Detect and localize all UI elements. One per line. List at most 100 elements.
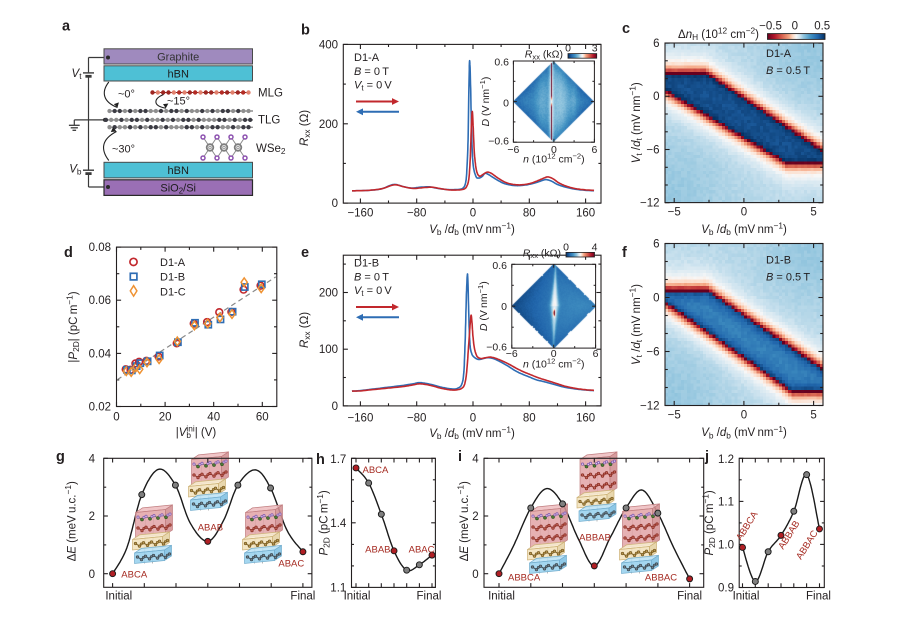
svg-text:|Vbini| (V): |Vbini| (V) <box>176 424 217 441</box>
svg-text:0: 0 <box>501 301 507 313</box>
svg-text:60: 60 <box>256 411 269 423</box>
svg-text:4: 4 <box>472 454 479 466</box>
svg-text:Rxx (Ω): Rxx (Ω) <box>299 312 312 348</box>
svg-text:B = 0 T: B = 0 T <box>354 66 389 78</box>
svg-text:2: 2 <box>472 511 478 523</box>
svg-text:h: h <box>316 452 325 468</box>
svg-text:0: 0 <box>332 401 338 413</box>
svg-text:Final: Final <box>806 591 831 603</box>
svg-text:1.0: 1.0 <box>718 540 734 552</box>
svg-text:6: 6 <box>653 38 659 50</box>
svg-text:P2D (pC m−1): P2D (pC m−1) <box>315 490 332 555</box>
svg-text:ABBAC: ABBAC <box>794 528 820 561</box>
svg-text:−0.5: −0.5 <box>759 21 782 33</box>
svg-text:d: d <box>64 245 73 261</box>
svg-text:6: 6 <box>591 144 597 156</box>
svg-text:P2D (pC m−1): P2D (pC m−1) <box>701 490 718 555</box>
svg-text:0: 0 <box>563 241 569 253</box>
svg-text:ABAC: ABAC <box>409 545 435 556</box>
svg-text:0: 0 <box>503 97 509 109</box>
svg-text:Vt = 0 V: Vt = 0 V <box>354 80 392 93</box>
svg-text:Final: Final <box>417 591 442 603</box>
svg-text:ΔE (meV u.c.−1): ΔE (meV u.c.−1) <box>456 481 471 561</box>
svg-text:D1-A: D1-A <box>160 257 186 269</box>
svg-text:−5: −5 <box>668 207 681 219</box>
svg-text:Final: Final <box>677 591 702 603</box>
svg-text:D1-A: D1-A <box>354 52 380 64</box>
svg-text:ABAB: ABAB <box>198 523 223 534</box>
svg-text:−0.6: −0.6 <box>486 342 507 354</box>
svg-text:0.5: 0.5 <box>814 21 830 33</box>
svg-text:D1-B: D1-B <box>766 255 791 267</box>
svg-text:Vb /db (mV nm−1): Vb /db (mV nm−1) <box>429 221 515 238</box>
svg-text:5: 5 <box>810 410 816 422</box>
svg-text:n (1012 cm−2): n (1012 cm−2) <box>523 357 584 371</box>
svg-text:Rxx (Ω): Rxx (Ω) <box>299 110 312 146</box>
svg-text:ABAC: ABAC <box>278 559 304 570</box>
svg-text:5: 5 <box>810 207 816 219</box>
svg-text:1.7: 1.7 <box>330 454 346 466</box>
svg-text:Vb /db (mV nm−1): Vb /db (mV nm−1) <box>701 424 787 441</box>
svg-text:−0.6: −0.6 <box>488 136 509 148</box>
svg-text:40: 40 <box>207 411 220 423</box>
svg-text:Initial: Initial <box>733 591 760 603</box>
svg-text:n (1012 cm−2): n (1012 cm−2) <box>523 151 584 165</box>
svg-text:Vb: Vb <box>69 164 82 177</box>
svg-text:−160: −160 <box>347 208 373 220</box>
svg-text:ABBAB: ABBAB <box>579 533 611 544</box>
svg-text:B = 0.5 T: B = 0.5 T <box>766 272 810 284</box>
svg-text:j: j <box>704 449 709 465</box>
svg-text:Rxx (kΩ): Rxx (kΩ) <box>523 247 561 260</box>
svg-text:−12: −12 <box>640 198 660 210</box>
svg-text:80: 80 <box>523 208 536 220</box>
svg-text:ABCA: ABCA <box>121 569 148 580</box>
svg-text:0: 0 <box>551 144 557 156</box>
svg-text:Initial: Initial <box>488 591 515 603</box>
svg-text:Vt: Vt <box>72 68 83 81</box>
svg-text:MLG: MLG <box>258 88 283 100</box>
svg-text:0.02: 0.02 <box>89 402 111 414</box>
svg-text:100: 100 <box>319 344 338 356</box>
svg-text:D1-A: D1-A <box>766 48 792 60</box>
svg-text:|P2D| (pC m−1): |P2D| (pC m−1) <box>65 291 82 362</box>
svg-text:0: 0 <box>89 569 95 581</box>
svg-text:0.08: 0.08 <box>89 242 111 254</box>
svg-text:0: 0 <box>113 411 119 423</box>
svg-text:TLG: TLG <box>258 115 280 127</box>
svg-text:4: 4 <box>592 241 598 253</box>
svg-text:ΔnH (1012 cm−2): ΔnH (1012 cm−2) <box>678 26 759 43</box>
svg-text:SiO2/Si: SiO2/Si <box>160 182 196 195</box>
svg-text:Vt /dt (mV nm−1): Vt /dt (mV nm−1) <box>628 284 645 365</box>
svg-text:hBN: hBN <box>167 68 188 80</box>
svg-text:~30°: ~30° <box>112 144 135 156</box>
svg-text:3: 3 <box>592 43 598 55</box>
svg-text:4: 4 <box>89 454 96 466</box>
svg-text:ABBCA: ABBCA <box>508 573 541 584</box>
svg-text:i: i <box>458 449 462 465</box>
svg-text:a: a <box>62 19 71 35</box>
svg-text:hBN: hBN <box>167 165 188 177</box>
svg-text:Final: Final <box>290 591 315 603</box>
svg-text:B = 0.5 T: B = 0.5 T <box>766 65 810 77</box>
svg-text:0: 0 <box>565 43 571 55</box>
svg-text:−5: −5 <box>668 410 681 422</box>
svg-text:ABCA: ABCA <box>363 465 390 476</box>
svg-text:~15°: ~15° <box>167 96 190 108</box>
svg-text:ΔE (meV u.c.−1): ΔE (meV u.c.−1) <box>63 481 78 561</box>
svg-text:6: 6 <box>653 238 659 250</box>
svg-text:160: 160 <box>576 412 595 424</box>
svg-text:1.1: 1.1 <box>330 583 346 595</box>
svg-text:0: 0 <box>551 348 557 360</box>
svg-text:1.4: 1.4 <box>330 518 347 530</box>
svg-text:1.1: 1.1 <box>718 497 734 509</box>
svg-text:D1-C: D1-C <box>160 286 186 298</box>
svg-text:−80: −80 <box>407 208 427 220</box>
svg-text:0: 0 <box>653 91 659 103</box>
svg-text:−6: −6 <box>646 144 659 156</box>
svg-text:−6: −6 <box>506 348 518 360</box>
svg-text:c: c <box>622 21 630 37</box>
svg-text:200: 200 <box>319 288 338 300</box>
svg-text:D1-B: D1-B <box>160 272 185 284</box>
svg-text:Rxx (kΩ): Rxx (kΩ) <box>525 49 563 62</box>
svg-text:Vt = 0 V: Vt = 0 V <box>354 285 392 298</box>
